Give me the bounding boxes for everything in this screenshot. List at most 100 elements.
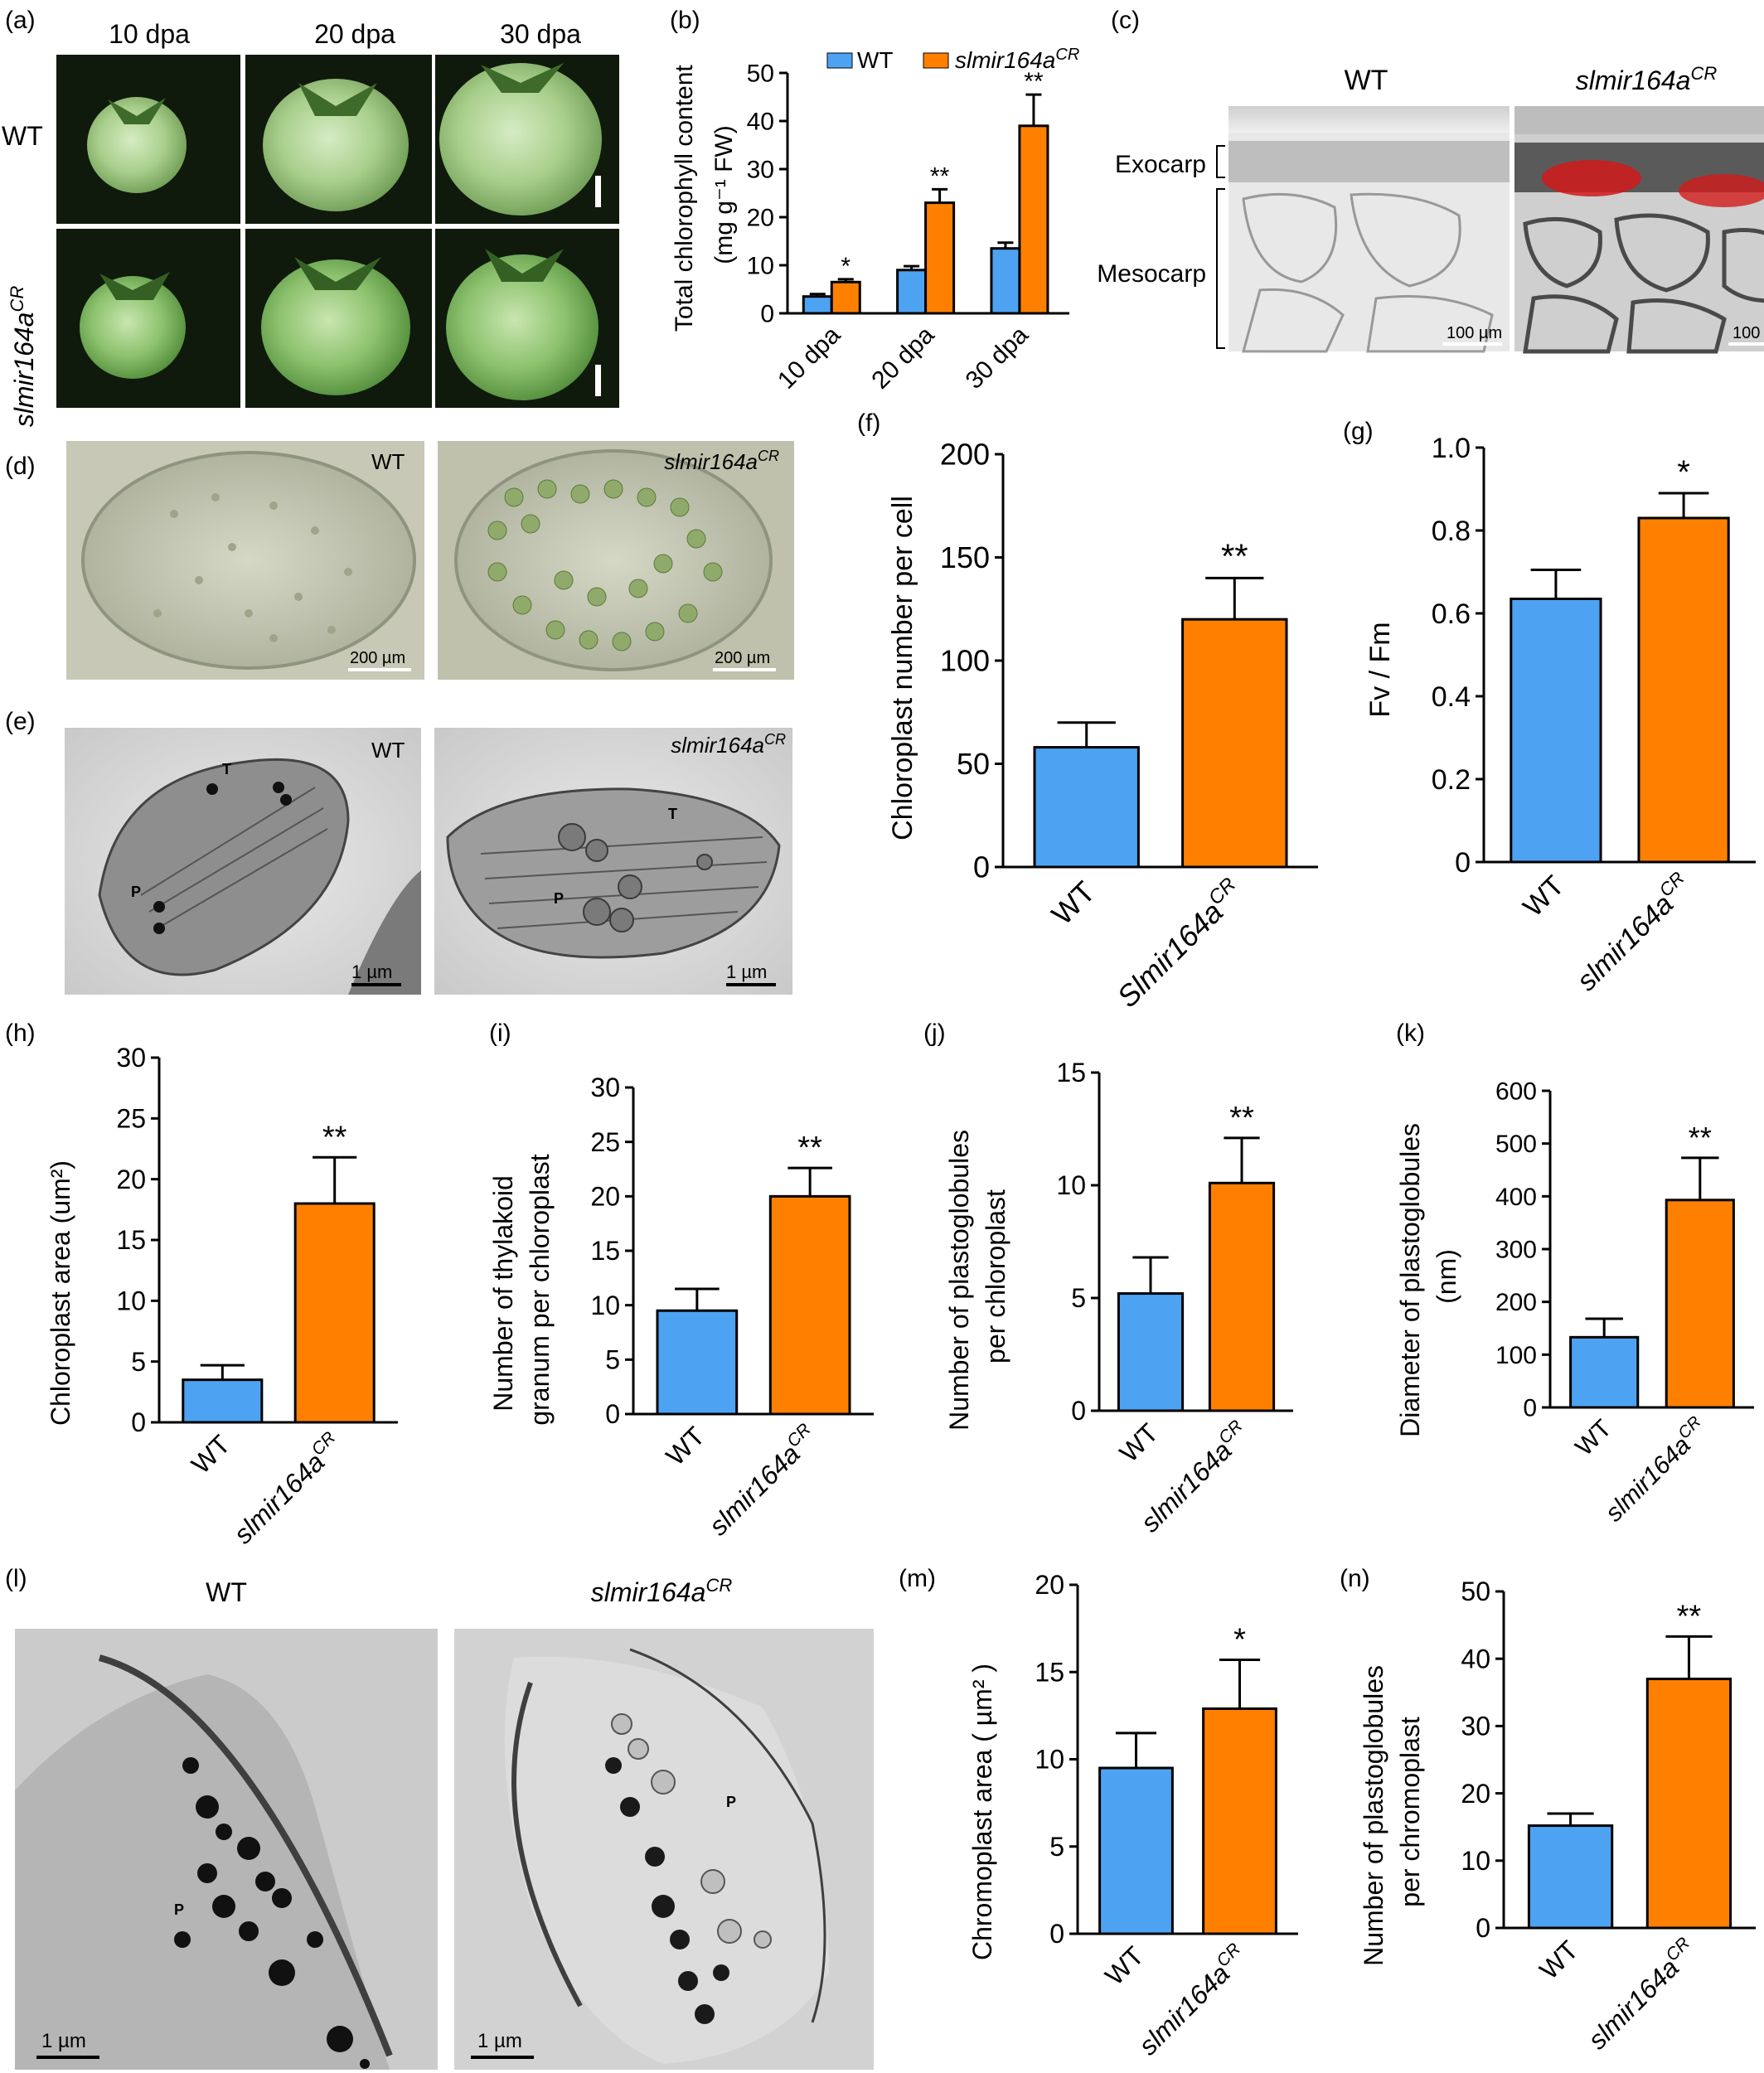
chart-j-ytick-label: 0 [1071,1396,1086,1426]
panel-h-letter: (h) [5,1020,36,1047]
chart-n-ylabel: Number of plastoglobules per chromoplast [1359,1658,1425,1966]
chart-m-x-label: slmir164aCR [1132,1940,1253,2061]
chart-h-x-label: slmir164aCR [226,1428,347,1549]
chart-g-bar [1637,516,1730,864]
chart-i-ytick-label: 30 [590,1073,620,1102]
chart-n-x-label: WT [1534,1935,1584,1985]
chart-i-ytick-label: 20 [590,1182,620,1212]
chart-n-ytick-label: 40 [1461,1644,1490,1673]
chart-b-significance: ** [1024,68,1044,95]
chart-g-ytick-label: 0.4 [1432,681,1471,713]
row-label-mut: slmir164aCR [7,286,39,428]
chart-b-bar [830,280,861,315]
chart-k-ytick-label: 0 [1523,1395,1537,1422]
chart-b-ytick-label: 50 [747,61,774,88]
chart-m-x-label: WT [1099,1940,1150,1991]
chart-b-ytick-label: 10 [747,253,774,280]
chart-j-significance: ** [1229,1101,1254,1136]
chart-n-ytick-label: 30 [1461,1712,1490,1741]
panel-e-t-label-mut: T [668,806,677,822]
chart-k-bar [1569,1335,1640,1409]
chart-n-bar [1527,1824,1614,1930]
mesocarp-label: Mesocarp [1097,260,1206,288]
chart-g-ytick-label: 1.0 [1432,433,1471,464]
tomato-photo-grid [56,55,619,408]
panel-l: (l) WT slmir164aCR P 1 µm P 1 µm [5,1565,874,2070]
chart-h-ytick-label: 0 [131,1407,146,1437]
chart-b-chlorophyll: (b) Total chlorophyll content (mg g⁻¹ FW… [670,7,1079,395]
legend-label-wt: WT [857,47,894,73]
chart-b-significance: ** [930,162,950,190]
mesocarp-bracket [1216,188,1225,349]
panel-d-wt-tag: WT [371,449,405,474]
chart-h-ytick-label: 25 [116,1104,146,1134]
chart-i-x-label: WT [660,1421,710,1471]
chart-f-significance: ** [1221,536,1248,575]
chart-k-ytick-label: 200 [1495,1289,1537,1316]
chart-b-x-label: 10 dpa [773,321,846,394]
chart-h-ytick-label: 30 [116,1043,146,1073]
panel-d-mut-tag: slmir164aCR [664,448,779,474]
panel-g-letter: (g) [1343,418,1374,445]
chart-g-ytick-label: 0 [1455,847,1471,879]
panel-d-scale-wt: 200 µm [350,649,405,667]
chart-f-x-label: Slmir164aCR [1109,874,1250,1015]
chart-i-ytick-label: 25 [590,1127,620,1157]
chart-n-plastoglobules-chromoplast: (n) Number of plastoglobules per chromop… [1340,1565,1756,2055]
panel-e-letter: (e) [5,708,36,735]
chart-n-ytick-label: 10 [1461,1846,1490,1876]
chart-b-significance: * [841,253,850,280]
panel-f-letter: (f) [857,409,880,437]
panel-c: (c) WT slmir164aCR Exocarp Mesocarp 100 … [1097,7,1764,354]
chart-b-bar [924,201,956,315]
exocarp-label: Exocarp [1115,151,1206,178]
chart-g-fvfm: (g) Fv / Fm 0 0.2 0.4 0.6 0.8 1.0 WT slmir164aC… [1343,418,1756,997]
chart-h-chloroplast-area: (h) Chloroplast area (um²) 0 5 10 15 20 25 30 W… [5,1020,398,1549]
chart-m-ytick-label: 0 [1049,1919,1064,1949]
chart-i-ytick-label: 0 [605,1399,620,1429]
stage-label-10: 10 dpa [109,19,190,49]
panel-m-letter: (m) [899,1565,936,1592]
panel-l-mut-title: slmir164aCR [591,1575,733,1607]
chart-i-bar [768,1194,851,1416]
chart-m-ytick-label: 5 [1049,1832,1064,1862]
chart-f-bar [1181,618,1288,869]
chart-k-ytick-label: 100 [1495,1342,1537,1369]
chart-f-bar [1033,746,1140,869]
panel-c-wt-title: WT [1345,65,1388,96]
chart-i-thylakoid: (i) Number of thylakoid granum per chlor… [488,1020,874,1541]
panel-e-p-label: P [131,884,141,900]
chart-i-x-label: slmir164aCR [702,1420,823,1541]
panel-l-p-label-mut: P [726,1794,736,1810]
chart-m-bar [1098,1766,1174,1935]
panel-n-letter: (n) [1340,1565,1370,1592]
panel-c-mut-title: slmir164aCR [1576,63,1718,95]
chart-n-ytick-label: 0 [1476,1913,1490,1943]
chart-i-ylabel: Number of thylakoid granum per chloropla… [488,1154,555,1425]
chart-g-ytick-label: 0.8 [1432,516,1471,547]
chart-g-x-label: slmir164aCR [1568,867,1698,996]
chart-m-ytick-label: 20 [1035,1570,1064,1600]
chart-k-x-label: slmir164aCR [1598,1412,1713,1527]
chart-m-bar [1202,1707,1277,1935]
chart-m-ylabel: Chromoplast area ( µm² ) [967,1664,997,1960]
chart-f-ytick-label: 0 [973,850,990,884]
chart-i-ytick-label: 15 [590,1236,620,1266]
panel-e: (e) T P WT 1 µm T P slmir164aCR 1 µm [5,708,792,995]
chart-k-x-label: WT [1570,1415,1616,1461]
panel-l-scale-mut: 1 µm [477,2030,522,2052]
legend-swatch-mut [923,52,949,69]
chart-h-ytick-label: 5 [131,1347,146,1377]
chart-h-significance: ** [322,1120,347,1155]
panel-a: (a) 10 dpa 20 dpa 30 dpa WT slmir164aCR [2,7,619,427]
stage-label-20: 20 dpa [314,19,395,49]
chart-f-ytick-label: 50 [957,747,990,781]
stage-label-30: 30 dpa [500,19,581,49]
chart-g-bar [1510,598,1602,864]
chart-i-ytick-label: 5 [605,1345,620,1375]
chart-b-ytick-label: 30 [747,157,774,184]
chart-f-ytick-label: 100 [940,644,990,678]
panel-e-t-label: T [222,761,231,777]
exocarp-bracket [1216,145,1225,178]
